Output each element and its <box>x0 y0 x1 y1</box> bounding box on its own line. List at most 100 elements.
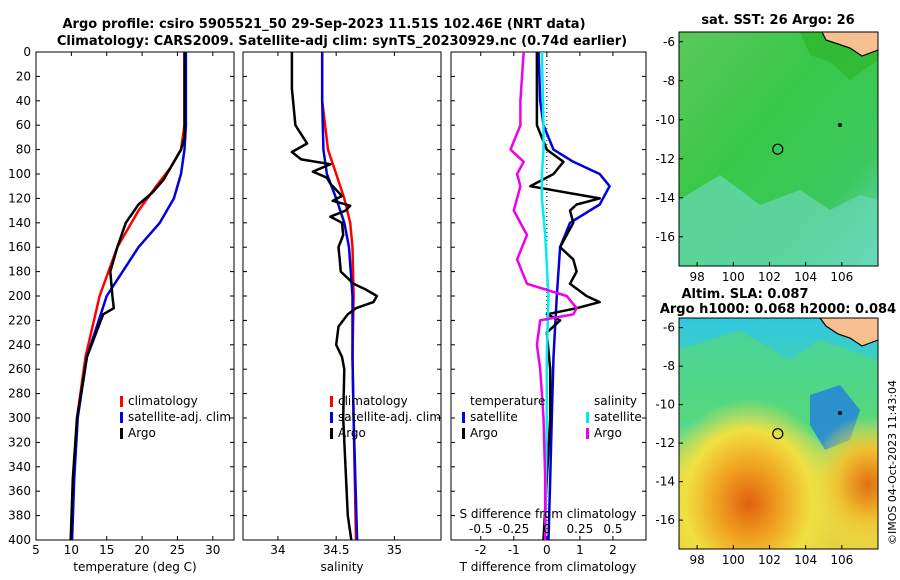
map-x-tick-label: 100 <box>722 270 745 284</box>
map-x-tick-label: 102 <box>758 553 781 567</box>
series-line-argo <box>290 52 379 541</box>
legend-argo-swatch <box>120 428 123 439</box>
temperature-series <box>69 52 188 541</box>
depth-tick-label: 60 <box>16 118 31 132</box>
depth-tick-label: 160 <box>8 240 31 254</box>
legend-satellite-swatch <box>330 412 333 423</box>
x-tick-label: 35 <box>387 543 402 557</box>
difference-xlabel: T difference from climatology <box>459 560 637 574</box>
sla-map-title-line1: Altim. SLA: 0.087 <box>682 287 809 302</box>
legend-climatology-label: climatology <box>338 394 408 408</box>
depth-tick-label: 360 <box>8 484 31 498</box>
map-y-tick-label: -16 <box>655 513 675 527</box>
x-tick-label: 10 <box>64 543 79 557</box>
depth-tick-label: 400 <box>8 533 31 547</box>
series-line-salinity-argo <box>509 51 578 540</box>
top-tick-label: 0.25 <box>567 522 594 536</box>
map-x-tick-label: 106 <box>830 553 853 567</box>
salinity-x-ticks: 34 34.5 35 <box>243 51 441 557</box>
difference-series <box>509 51 611 541</box>
temperature-x-ticks: 5 10 15 20 25 30 <box>32 51 234 557</box>
map-y-tick-label: -10 <box>655 398 675 412</box>
depth-tick-label: 40 <box>16 94 31 108</box>
map-x-tick-label: 100 <box>722 553 745 567</box>
legend-climatology-swatch <box>330 396 333 407</box>
legend-salinity-title: salinity <box>594 394 637 408</box>
sla-heatmap <box>679 318 878 549</box>
difference-xlabel-top: S difference from climatology <box>460 507 637 521</box>
depth-axis: 0 20 40 60 80 100 120 140 160 180 200 220 240 260 280 3… <box>8 45 31 547</box>
top-tick-label: 0.5 <box>603 522 622 536</box>
x-tick-label: 5 <box>32 543 40 557</box>
depth-tick-label: 220 <box>8 313 31 327</box>
series-line-salinity-satellite <box>540 51 550 541</box>
sst-island <box>838 123 842 127</box>
difference-x-ticks: -2 -1 0 1 2 <box>451 51 646 557</box>
series-line-argo <box>69 52 186 541</box>
depth-tick-label: 80 <box>16 143 31 157</box>
x-tick-label: 20 <box>134 543 149 557</box>
sla-profile-marker <box>772 428 784 440</box>
sst-map-title: sat. SST: 26 Argo: 26 <box>701 13 854 28</box>
legend-satellite-swatch <box>120 412 123 423</box>
map-x-tick-label: 104 <box>794 553 817 567</box>
top-tick-label: -0.25 <box>498 522 529 536</box>
x-tick-label: 34.5 <box>323 543 350 557</box>
series-line-satellite-adj-clim <box>320 52 359 541</box>
depth-tick-label: 200 <box>8 289 31 303</box>
sla-coastline <box>819 318 878 347</box>
map-y-tick-label: -8 <box>663 74 675 88</box>
x-tick-label: 0 <box>543 543 551 557</box>
depth-tick-label: 280 <box>8 387 31 401</box>
x-tick-label: 2 <box>609 543 617 557</box>
depth-tick-label: 260 <box>8 362 31 376</box>
salinity-series <box>290 52 379 541</box>
legend-t-satellite-label: satellite <box>470 410 518 424</box>
legend-t-argo-label: Argo <box>470 426 498 440</box>
legend-s-satellite-label: satellite <box>594 410 642 424</box>
top-tick-label: 0 <box>543 522 551 536</box>
temperature-xlabel: temperature (deg C) <box>73 560 196 574</box>
map-x-tick-label: 98 <box>689 270 704 284</box>
x-tick-label: 15 <box>99 543 114 557</box>
temperature-legend: climatology satellite-adj. clim Argo <box>120 394 231 440</box>
legend-s-argo-label: Argo <box>594 426 622 440</box>
x-tick-label: -1 <box>508 543 520 557</box>
map-y-tick-label: -12 <box>655 152 675 166</box>
top-tick-label: -0.5 <box>469 522 492 536</box>
legend-s-argo-swatch <box>586 428 589 439</box>
legend-temperature-title: temperature <box>470 394 545 408</box>
map-x-tick-label: 98 <box>689 553 704 567</box>
x-tick-label: 34 <box>270 543 285 557</box>
x-tick-label: 1 <box>576 543 584 557</box>
map-y-tick-label: -16 <box>655 230 675 244</box>
map-y-tick-label: -12 <box>655 436 675 450</box>
legend-satellite-label: satellite-adj. clim <box>128 410 231 424</box>
depth-tick-label: 300 <box>8 411 31 425</box>
figure-title-line1: Argo profile: csiro 5905521_50 29-Sep-20… <box>62 17 585 32</box>
depth-tick-label: 340 <box>8 460 31 474</box>
legend-argo-label: Argo <box>338 426 366 440</box>
legend-argo-swatch <box>330 428 333 439</box>
sst-coast-land <box>822 32 878 56</box>
map-x-tick-label: 104 <box>794 270 817 284</box>
depth-tick-label: 0 <box>23 45 31 59</box>
sla-warm-eddy-east <box>679 318 878 549</box>
sst-heatmap <box>679 32 878 266</box>
salinity-xlabel: salinity <box>320 560 363 574</box>
sst-profile-marker <box>772 143 784 155</box>
map-y-tick-label: -14 <box>655 475 675 489</box>
map-y-tick-label: -8 <box>663 359 675 373</box>
map-y-tick-label: -6 <box>663 321 675 335</box>
legend-satellite-label: satellite-adj. clim <box>338 410 441 424</box>
salinity-legend: climatology satellite-adj. clim Argo <box>330 394 441 440</box>
sla-island <box>838 411 842 415</box>
map-y-tick-label: -10 <box>655 113 675 127</box>
depth-tick-label: 320 <box>8 435 31 449</box>
temperature-plot-frame <box>35 51 235 541</box>
figure-title-line2: Climatology: CARS2009. Satellite-adj cli… <box>57 34 627 49</box>
map-y-tick-label: -6 <box>663 35 675 49</box>
depth-tick-label: 180 <box>8 265 31 279</box>
map-y-tick-label: -14 <box>655 191 675 205</box>
sst-map-frame <box>678 31 879 267</box>
